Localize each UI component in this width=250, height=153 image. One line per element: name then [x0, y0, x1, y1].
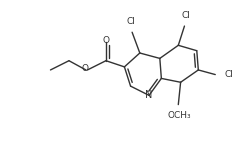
Text: Cl: Cl	[224, 70, 232, 79]
Text: OCH₃: OCH₃	[166, 111, 190, 120]
Text: N: N	[145, 90, 152, 100]
Text: Cl: Cl	[126, 17, 134, 26]
Text: Cl: Cl	[181, 11, 190, 20]
Text: O: O	[102, 36, 109, 45]
Text: O: O	[82, 64, 89, 73]
